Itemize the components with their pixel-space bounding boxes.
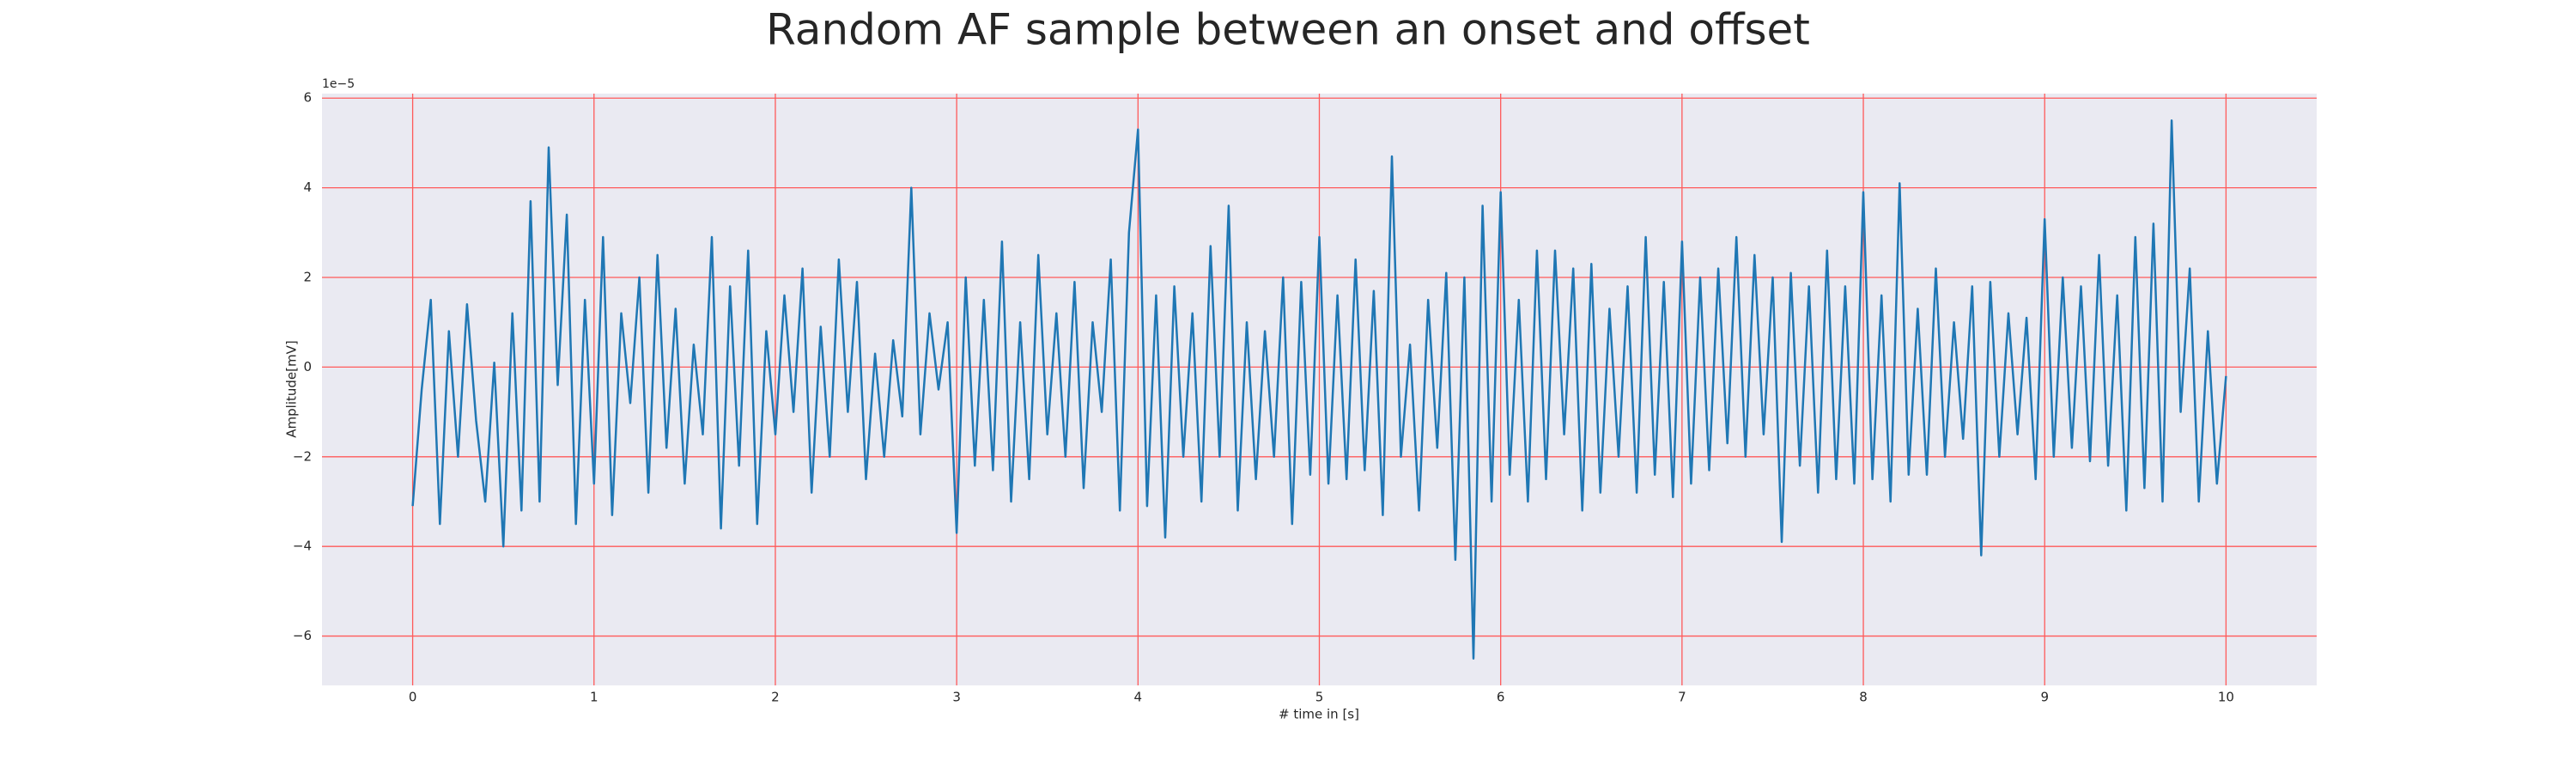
y-tick-label: 2 <box>303 270 312 285</box>
x-tick-label: 8 <box>1859 690 1868 705</box>
x-tick-label: 3 <box>952 690 961 705</box>
x-tick-label: 10 <box>2218 690 2234 705</box>
x-tick-label: 4 <box>1134 690 1143 705</box>
signal-line <box>411 119 2227 660</box>
x-tick-label: 5 <box>1315 690 1324 705</box>
x-tick-label: 2 <box>771 690 780 705</box>
offset-text: 1e−5 <box>322 77 355 91</box>
y-axis-label: Amplitude[mV] <box>284 340 300 437</box>
x-tick-label: 0 <box>409 690 417 705</box>
x-axis-label: # time in [s] <box>1279 707 1359 722</box>
y-tick-label: 4 <box>303 180 312 195</box>
x-tick-label: 7 <box>1678 690 1686 705</box>
y-tick-label: 0 <box>303 359 312 374</box>
x-tick-label: 6 <box>1497 690 1505 705</box>
y-tick-label: 6 <box>303 90 312 106</box>
y-tick-label: −2 <box>293 448 312 464</box>
x-tick-label: 1 <box>590 690 598 705</box>
x-tick-label: 9 <box>2040 690 2049 705</box>
y-tick-label: −4 <box>293 539 312 554</box>
y-tick-label: −6 <box>293 628 312 643</box>
chart-title: Random AF sample between an onset and of… <box>766 5 1810 55</box>
